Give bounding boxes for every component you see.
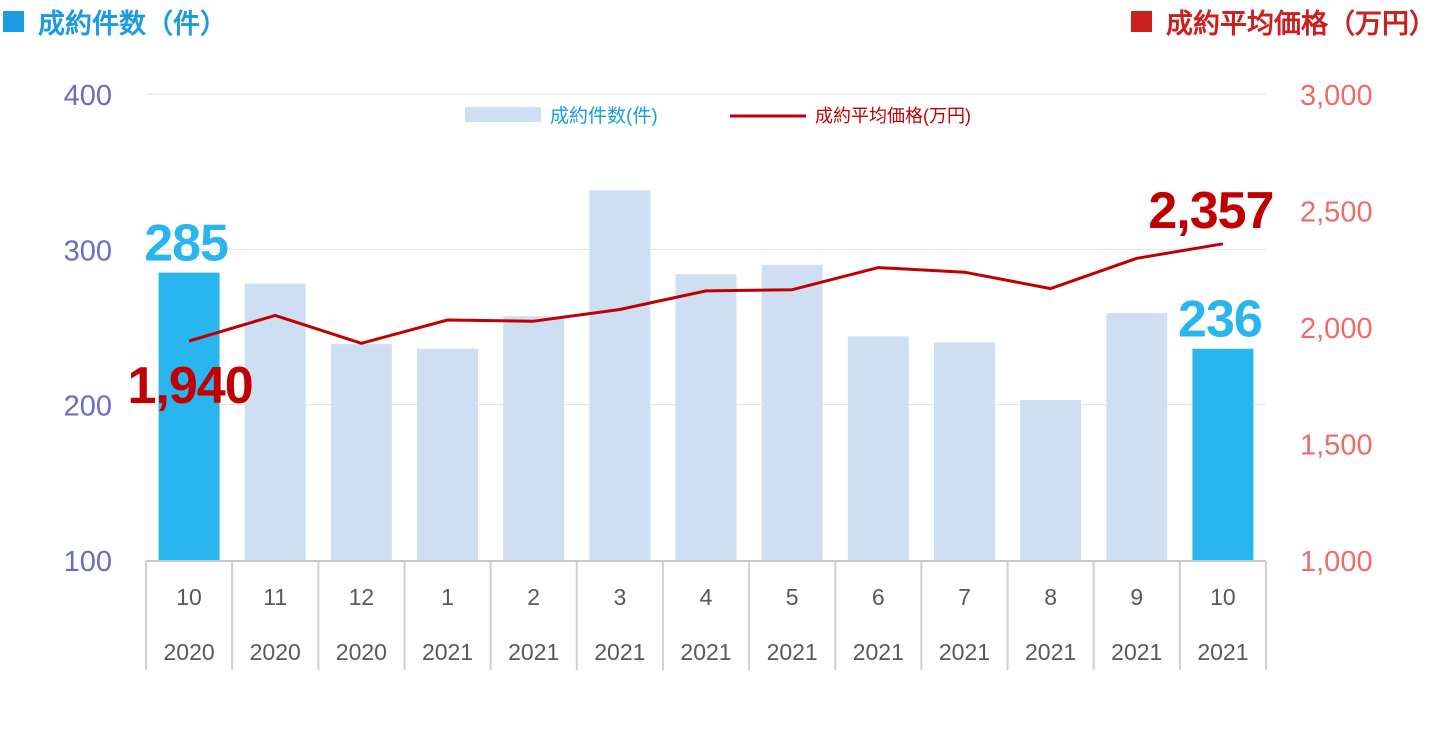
x-tick-year: 2020 xyxy=(163,639,214,665)
x-tick-month: 1 xyxy=(441,584,454,610)
left-axis-tick-label: 100 xyxy=(64,546,112,578)
x-tick-year: 2020 xyxy=(336,639,387,665)
bar xyxy=(675,274,737,560)
data-callout-label: 1,940 xyxy=(128,357,253,415)
x-tick-month: 10 xyxy=(1210,584,1236,610)
x-tick-year: 2021 xyxy=(939,639,990,665)
x-tick-month: 9 xyxy=(1130,584,1143,610)
blue-square-icon xyxy=(3,11,24,32)
x-tick-month: 6 xyxy=(872,584,885,610)
x-tick-month: 3 xyxy=(613,584,626,610)
x-tick-year: 2021 xyxy=(853,639,904,665)
right-axis-tick-label: 1,000 xyxy=(1300,546,1373,578)
right-axis-tick-label: 1,500 xyxy=(1300,430,1373,462)
legend-line-label: 成約平均価格(万円) xyxy=(815,106,971,126)
line-series-title-text: 成約平均価格（万円） xyxy=(1166,9,1436,40)
bar-highlight xyxy=(158,272,220,560)
x-tick-month: 12 xyxy=(349,584,375,610)
x-tick-year: 2021 xyxy=(1111,639,1162,665)
bar-series-title-text: 成約件数（件） xyxy=(38,9,227,40)
red-square-icon xyxy=(1131,11,1152,32)
bar xyxy=(933,342,995,560)
x-tick-year: 2021 xyxy=(422,639,473,665)
x-tick-year: 2021 xyxy=(594,639,645,665)
x-tick-year: 2021 xyxy=(1197,639,1248,665)
right-axis-tick-label: 2,500 xyxy=(1300,197,1373,229)
bar xyxy=(1020,400,1082,560)
x-tick-year: 2020 xyxy=(250,639,301,665)
x-tick-month: 11 xyxy=(263,584,287,610)
bar xyxy=(244,283,306,560)
right-axis-tick-label: 2,000 xyxy=(1300,313,1373,345)
x-tick-year: 2021 xyxy=(508,639,559,665)
data-callout-label: 2,357 xyxy=(1148,182,1273,240)
right-axis-tick-label: 3,000 xyxy=(1300,80,1373,112)
x-tick-year: 2021 xyxy=(1025,639,1076,665)
bar xyxy=(847,336,909,560)
bar xyxy=(417,348,479,560)
bar-series-title: 成約件数（件） xyxy=(3,2,227,41)
bar xyxy=(589,190,651,560)
x-tick-year: 2021 xyxy=(767,639,818,665)
price-line xyxy=(188,242,1224,345)
x-tick-month: 10 xyxy=(176,584,202,610)
bar xyxy=(1106,313,1168,560)
left-axis-tick-label: 200 xyxy=(64,391,112,423)
bar xyxy=(330,344,392,560)
bar xyxy=(503,316,565,560)
x-tick-month: 8 xyxy=(1044,584,1057,610)
x-tick-month: 4 xyxy=(700,584,713,610)
data-callout-label: 236 xyxy=(1178,291,1262,349)
line-series-title: 成約平均価格（万円） xyxy=(1131,2,1436,41)
bar xyxy=(761,264,823,560)
x-tick-year: 2021 xyxy=(680,639,731,665)
legend-bar-label: 成約件数(件) xyxy=(550,105,658,127)
left-axis-tick-label: 400 xyxy=(64,80,112,112)
x-tick-month: 7 xyxy=(958,584,971,610)
legend-bar-swatch xyxy=(465,107,541,122)
bar-highlight xyxy=(1192,348,1254,560)
x-tick-month: 5 xyxy=(786,584,799,610)
left-axis-tick-label: 300 xyxy=(64,235,112,267)
data-callout-label: 285 xyxy=(144,215,228,273)
x-tick-month: 2 xyxy=(527,584,540,610)
